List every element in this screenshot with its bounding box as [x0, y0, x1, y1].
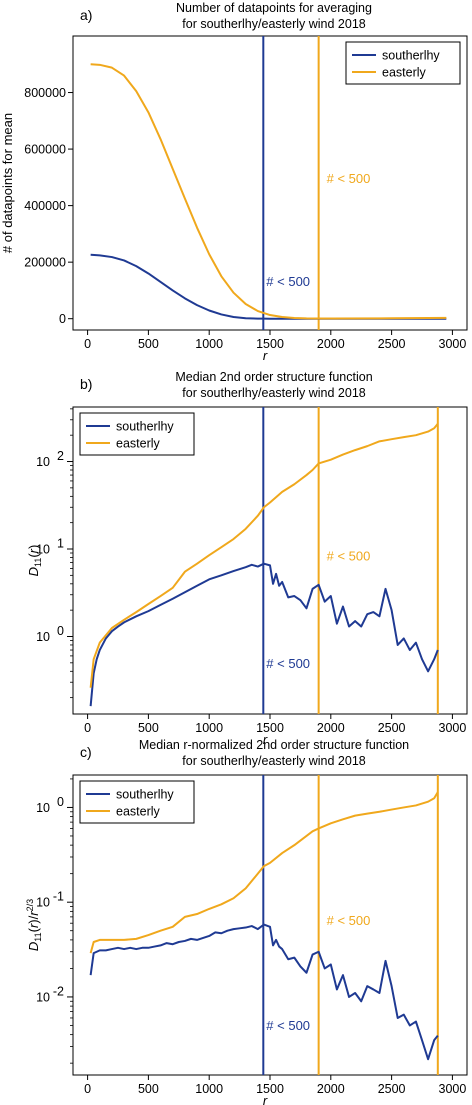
- x-tick-label: 500: [138, 721, 159, 735]
- y-tick-exponent: 2: [57, 449, 64, 463]
- threshold-label-southerlhy: # < 500: [266, 1018, 310, 1033]
- x-tick-label: 2500: [378, 1082, 406, 1096]
- y-tick-exponent: -2: [53, 984, 64, 998]
- x-tick-label: 500: [138, 1082, 159, 1096]
- x-tick-label: 2000: [317, 337, 345, 351]
- x-tick-label: 2000: [317, 721, 345, 735]
- x-tick-label: 500: [138, 337, 159, 351]
- x-tick-label: 2000: [317, 1082, 345, 1096]
- x-tick-label: 3000: [439, 721, 467, 735]
- series-line-southerlhy: [90, 253, 447, 320]
- y-axis-label: D11(r): [26, 545, 43, 577]
- chart-title-line: Median r-normalized 2nd order structure …: [139, 738, 409, 752]
- legend-box: [79, 412, 195, 456]
- x-tick-label: 0: [84, 721, 91, 735]
- x-tick-label: 2500: [378, 721, 406, 735]
- legend: southerlhy easterly: [79, 780, 195, 824]
- y-tick-label: 200000: [24, 256, 66, 270]
- y-tick-exponent: 0: [57, 795, 64, 809]
- series-line-southerlhy: [89, 923, 439, 1061]
- series-group: [89, 791, 439, 1061]
- series-group: [90, 63, 447, 320]
- y-tick-label: 600000: [24, 143, 66, 157]
- x-tick-label: 2500: [378, 337, 406, 351]
- threshold-label-easterly: # < 500: [327, 549, 371, 564]
- panel-1: a) Number of datapoints for averaging for …: [0, 1, 468, 363]
- chart-title-line: for southerlhy/easterly wind 2018: [182, 17, 365, 31]
- series-line-southerlhy: [89, 562, 439, 707]
- x-tick-label: 0: [84, 1082, 91, 1096]
- series-line-easterly: [89, 423, 439, 688]
- legend: southerlhy easterly: [79, 412, 195, 456]
- x-tick-label: 3000: [439, 337, 467, 351]
- legend-box: [345, 41, 461, 85]
- threshold-label-easterly: # < 500: [327, 913, 371, 928]
- x-tick-label: 1000: [195, 721, 223, 735]
- panel-3: c) Median r-normalized 2nd order structur…: [25, 738, 468, 1105]
- series-group: [89, 423, 439, 707]
- legend-label-southerlhy: southerlhy: [116, 788, 174, 802]
- x-tick-label: 0: [84, 337, 91, 351]
- y-tick-label: 10: [36, 990, 50, 1004]
- threshold-label-southerlhy: # < 500: [266, 274, 310, 289]
- chart-title-line: for southerlhy/easterly wind 2018: [182, 754, 365, 768]
- y-tick-exponent: 0: [57, 624, 64, 638]
- x-axis-label: r: [263, 732, 268, 747]
- x-tick-label: 1000: [195, 1082, 223, 1096]
- legend-label-easterly: easterly: [116, 437, 161, 451]
- y-tick-label: 800000: [24, 86, 66, 100]
- y-tick-label: 10: [36, 455, 50, 469]
- y-tick-label: 10: [36, 630, 50, 644]
- series-line-easterly: [90, 63, 447, 320]
- panel-label: b): [80, 376, 92, 392]
- x-tick-label: 1500: [256, 337, 284, 351]
- chart-title-line: for southerlhy/easterly wind 2018: [182, 386, 365, 400]
- chart-title-line: Number of datapoints for averaging: [176, 1, 372, 15]
- y-tick-label: 10: [36, 801, 50, 815]
- legend: southerlhy easterly: [345, 41, 461, 85]
- series-line-easterly: [89, 791, 439, 954]
- legend-label-southerlhy: southerlhy: [116, 420, 174, 434]
- y-tick-label: 400000: [24, 199, 66, 213]
- y-axis-label: # of datapoints for mean: [0, 113, 15, 253]
- x-tick-label: 1000: [195, 337, 223, 351]
- legend-label-easterly: easterly: [382, 66, 427, 80]
- legend-box: [79, 780, 195, 824]
- y-axis-label: D11(r)/r2/3: [25, 899, 43, 951]
- legend-label-southerlhy: southerlhy: [382, 49, 440, 63]
- x-tick-label: 1500: [256, 1082, 284, 1096]
- y-tick-label: 0: [59, 312, 66, 326]
- y-tick-exponent: -1: [53, 890, 64, 904]
- legend-label-easterly: easterly: [116, 805, 161, 819]
- threshold-label-southerlhy: # < 500: [266, 656, 310, 671]
- y-tick-label: 10: [36, 896, 50, 910]
- panel-label: a): [80, 7, 92, 23]
- x-tick-label: 1500: [256, 721, 284, 735]
- y-tick-label: 10: [36, 543, 50, 557]
- chart-title-line: Median 2nd order structure function: [175, 370, 372, 384]
- x-tick-label: 3000: [439, 1082, 467, 1096]
- y-tick-exponent: 1: [57, 537, 64, 551]
- panel-2: b) Median 2nd order structure function for…: [26, 370, 468, 747]
- x-axis-label: r: [263, 348, 268, 363]
- x-axis-label: r: [263, 1093, 268, 1105]
- panel-label: c): [80, 744, 92, 760]
- threshold-label-easterly: # < 500: [327, 171, 371, 186]
